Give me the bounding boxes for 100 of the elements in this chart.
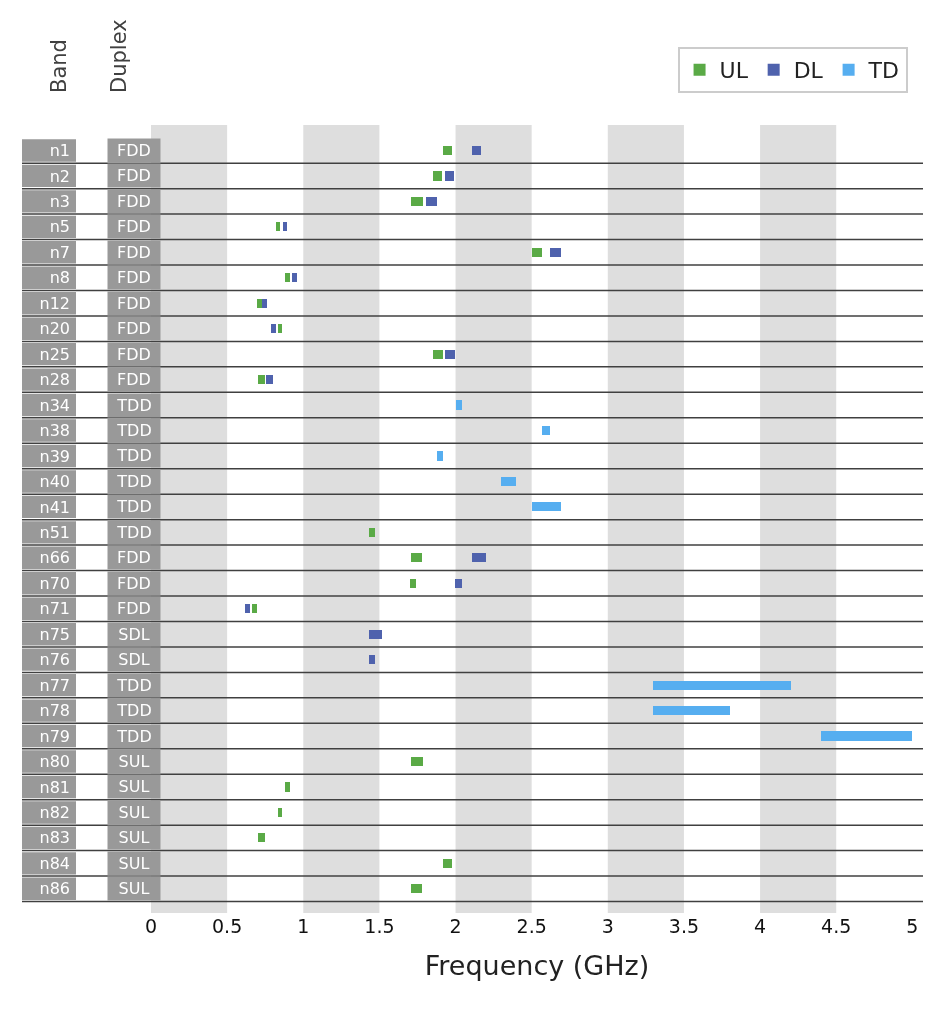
y-tick-label: n70 [39, 573, 70, 593]
y-tick-label: n80 [39, 752, 70, 772]
y2-tick-label: SUL [118, 752, 150, 771]
y2-tick-label: TDD [116, 676, 152, 695]
bar [821, 731, 912, 741]
bar [285, 782, 290, 792]
x-tick-label: 4.5 [821, 915, 852, 937]
bar [410, 579, 416, 588]
y2-tick-label: SUL [118, 777, 150, 796]
y-tick-label: n1 [49, 141, 70, 161]
y2-tick-label: FDD [117, 599, 151, 618]
bar [445, 350, 455, 359]
y2-tick-label: FDD [117, 166, 151, 185]
y-tick-label: n40 [39, 472, 70, 492]
y2-tick-label: SUL [118, 828, 150, 847]
y-axis-title: Band [47, 39, 71, 93]
y-tick-label: n77 [39, 675, 70, 695]
y-tick-label: n28 [39, 370, 70, 390]
y2-tick-label: FDD [117, 294, 151, 313]
y-tick-label: n83 [39, 828, 70, 848]
y2-tick-label: FDD [117, 217, 151, 236]
y-tick-label: n5 [49, 217, 70, 237]
y-tick-label: n20 [39, 319, 70, 339]
bar [532, 502, 561, 511]
legend-label: TD [867, 58, 899, 84]
bar [257, 299, 262, 308]
y2-tick-label: FDD [117, 319, 151, 338]
y2-tick-label: SUL [118, 879, 150, 898]
bar [456, 400, 462, 410]
y2-tick-label: SUL [118, 854, 150, 873]
y2-tick-label: TDD [116, 396, 152, 415]
bar [455, 579, 462, 588]
y2-tick-label: TDD [116, 421, 152, 440]
y-tick-label: n71 [39, 599, 70, 619]
bar [550, 248, 561, 257]
bar [266, 375, 273, 384]
bar [472, 553, 486, 562]
bar [262, 299, 267, 308]
bar [271, 324, 276, 333]
bar [426, 197, 437, 206]
bar [369, 528, 375, 537]
bar [411, 884, 422, 893]
x-axis-title: Frequency (GHz) [424, 950, 650, 982]
x-tick-label: 2.5 [516, 915, 547, 937]
x-tick-label: 3 [601, 915, 614, 937]
bar [445, 171, 454, 181]
y-tick-label: n84 [39, 853, 70, 873]
y2-tick-label: TDD [116, 727, 152, 746]
y2-tick-label: TDD [116, 497, 152, 516]
y-tick-label: n12 [39, 293, 70, 313]
y-tick-label: n34 [39, 395, 70, 415]
y-tick-label: n81 [39, 777, 70, 797]
y-tick-label: n25 [39, 344, 70, 364]
bar [278, 808, 282, 817]
y2-tick-label: TDD [116, 446, 152, 465]
y-tick-label: n8 [49, 268, 70, 288]
bar [369, 655, 375, 664]
y-tick-label: n79 [39, 726, 70, 746]
x-tick-label: 4 [754, 915, 767, 937]
bar [443, 146, 452, 155]
y-tick-label: n7 [49, 242, 70, 262]
bar [542, 426, 550, 435]
x-tick-label: 5 [906, 915, 919, 937]
bar [411, 197, 423, 206]
y2-tick-label: TDD [116, 472, 152, 491]
y2-tick-label: FDD [117, 370, 151, 389]
bar [292, 273, 297, 282]
bar [252, 604, 257, 613]
bar [437, 451, 443, 461]
y2-tick-label: FDD [117, 243, 151, 262]
y2-tick-label: FDD [117, 548, 151, 567]
bar [245, 604, 250, 613]
y-tick-label: n41 [39, 497, 70, 517]
bar [276, 222, 280, 231]
x-tick-label: 2 [449, 915, 462, 937]
y-tick-label: n78 [39, 701, 70, 721]
bar [653, 681, 791, 690]
bar [472, 146, 481, 155]
y-tick-label: n2 [49, 166, 70, 186]
y-tick-label: n76 [39, 650, 70, 670]
bar [258, 833, 265, 842]
bar [433, 350, 443, 359]
y2-tick-label: FDD [117, 574, 151, 593]
bar [653, 706, 730, 715]
bar [258, 375, 265, 384]
y-tick-label: n3 [49, 191, 70, 211]
y2-axis-title: Duplex [107, 19, 131, 93]
y-tick-label: n82 [39, 803, 70, 823]
bar [443, 859, 452, 868]
x-tick-label: 1.5 [364, 915, 395, 937]
y-tick-label: n51 [39, 522, 70, 542]
y2-tick-label: TDD [116, 701, 152, 720]
bar [285, 273, 290, 282]
bar [532, 248, 542, 257]
x-tick-label: 0 [144, 915, 158, 937]
bar [278, 324, 282, 333]
y2-tick-label: FDD [117, 268, 151, 287]
y2-tick-label: FDD [117, 192, 151, 211]
bar [369, 630, 382, 639]
y2-tick-label: FDD [117, 345, 151, 364]
